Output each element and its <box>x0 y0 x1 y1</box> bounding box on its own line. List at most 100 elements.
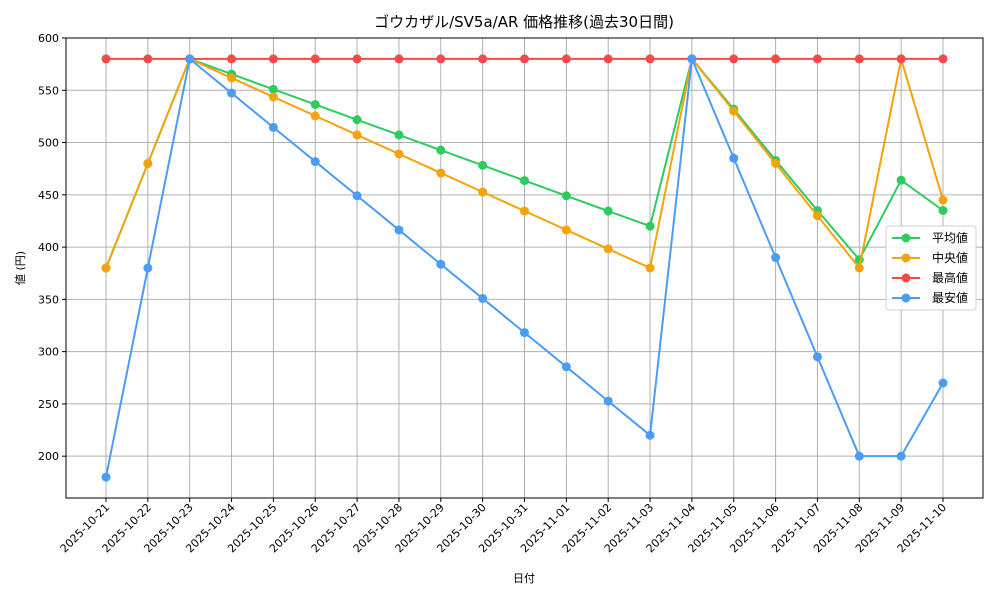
data-point <box>310 99 320 109</box>
series-line <box>101 54 948 64</box>
data-point <box>227 88 237 98</box>
data-point <box>310 54 320 64</box>
data-point <box>143 263 153 273</box>
y-tick-label: 350 <box>38 293 59 306</box>
series-line <box>101 54 948 482</box>
data-point <box>436 54 446 64</box>
data-point <box>561 362 571 372</box>
data-point <box>268 92 278 102</box>
data-point <box>896 54 906 64</box>
x-axis-label: 日付 <box>513 572 535 585</box>
data-point <box>561 54 571 64</box>
legend-box <box>885 225 977 311</box>
data-point <box>352 115 362 125</box>
legend-label: 中央値 <box>932 250 968 265</box>
data-point <box>771 253 781 263</box>
data-point <box>771 158 781 168</box>
data-point <box>101 263 111 273</box>
data-point <box>520 328 529 338</box>
grid-lines <box>66 37 983 498</box>
data-point <box>854 54 864 64</box>
y-tick-label: 250 <box>38 398 59 411</box>
data-point <box>352 191 362 201</box>
data-point <box>478 160 488 170</box>
data-point <box>896 175 906 185</box>
data-point <box>268 84 278 94</box>
data-point <box>729 106 739 116</box>
legend-marker-icon <box>901 293 911 303</box>
legend-marker-icon <box>901 273 911 283</box>
data-point <box>352 54 362 64</box>
legend-item: 平均値 <box>892 230 968 245</box>
data-point <box>520 176 529 186</box>
data-point <box>394 54 404 64</box>
data-point <box>352 130 362 140</box>
data-point <box>938 54 948 64</box>
data-point <box>143 158 153 168</box>
y-tick-label: 500 <box>38 137 59 150</box>
series-line <box>101 54 948 273</box>
legend-marker-icon <box>901 253 911 263</box>
legend-item: 最高値 <box>892 270 968 285</box>
y-axis-ticks: 200 250 300 350 400 450 500 550 600 <box>38 32 66 463</box>
data-point <box>645 263 655 273</box>
data-point <box>436 145 446 155</box>
data-point <box>101 54 111 64</box>
data-point <box>520 206 529 216</box>
data-point <box>268 122 278 132</box>
data-point <box>854 263 864 273</box>
data-point <box>603 206 613 216</box>
data-point <box>268 54 278 64</box>
data-point <box>101 472 111 482</box>
data-point <box>854 451 864 461</box>
data-point <box>938 206 948 215</box>
data-point <box>394 149 404 159</box>
data-point <box>729 153 739 163</box>
data-point <box>938 378 948 388</box>
data-point <box>143 54 153 64</box>
legend-item: 最安値 <box>892 290 968 305</box>
data-point <box>227 54 237 64</box>
legend-label: 最安値 <box>932 290 968 305</box>
y-axis-label: 値 (円) <box>14 251 27 285</box>
data-point <box>520 54 529 64</box>
y-tick-label: 400 <box>38 241 59 254</box>
data-point <box>812 54 822 64</box>
data-point <box>310 111 320 121</box>
data-point <box>603 396 613 406</box>
legend-label: 平均値 <box>932 230 968 245</box>
data-point <box>227 73 237 83</box>
data-point <box>310 157 320 167</box>
data-point <box>896 451 906 461</box>
chart-title: ゴウカザル/SV5a/AR 価格推移(過去30日間) <box>374 13 674 31</box>
data-point <box>938 195 948 205</box>
data-point <box>394 130 404 140</box>
data-point <box>185 54 195 64</box>
data-point <box>687 54 697 64</box>
data-point <box>771 54 781 64</box>
data-point <box>645 54 655 64</box>
y-tick-label: 550 <box>38 84 59 97</box>
data-point <box>812 211 822 221</box>
legend-marker-icon <box>901 233 911 243</box>
y-tick-label: 450 <box>38 189 59 202</box>
data-point <box>561 191 571 201</box>
data-point <box>645 221 655 231</box>
data-point <box>812 352 822 362</box>
data-point <box>478 293 488 303</box>
data-point <box>436 168 446 178</box>
y-tick-label: 300 <box>38 346 59 359</box>
data-point <box>436 259 446 269</box>
data-point <box>603 244 613 254</box>
legend-item: 中央値 <box>892 250 968 265</box>
y-tick-label: 200 <box>38 450 59 463</box>
data-point <box>603 54 613 64</box>
series-line <box>101 54 948 273</box>
data-series <box>101 54 948 482</box>
data-point <box>729 54 739 64</box>
data-point <box>478 54 488 64</box>
legend-label: 最高値 <box>932 270 968 285</box>
